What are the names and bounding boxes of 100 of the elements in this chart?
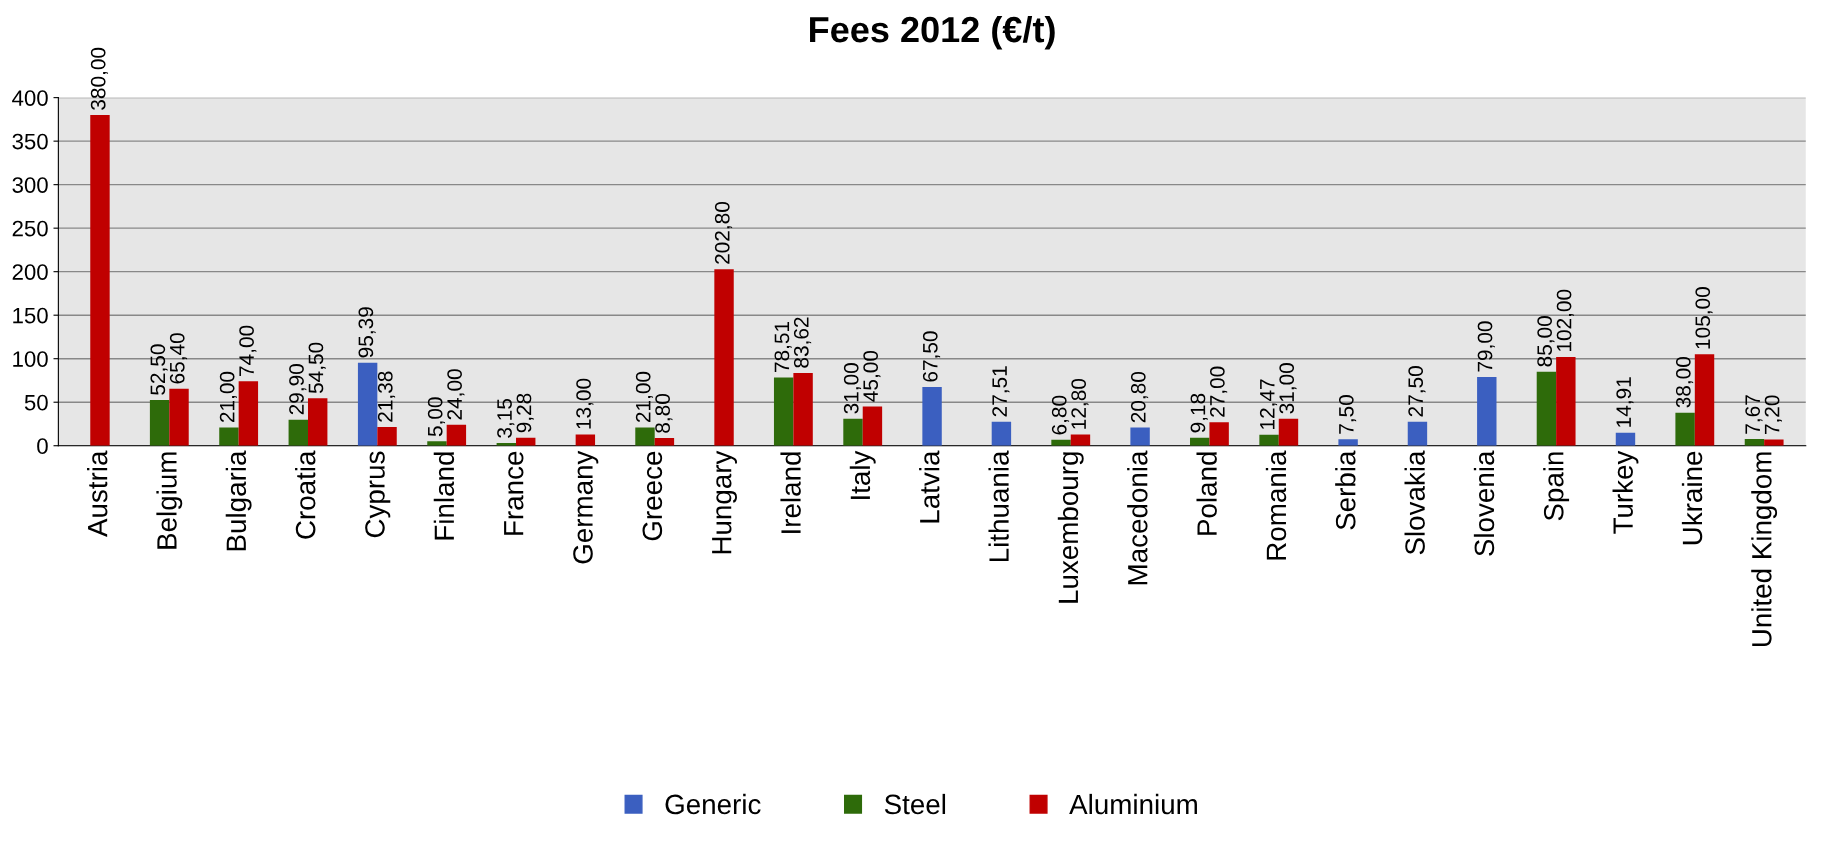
data-label: 3,15 — [497, 398, 515, 438]
bar — [862, 406, 883, 446]
x-tick-label: Belgium — [156, 452, 183, 549]
data-label: 21,38 — [377, 371, 396, 422]
data-label: 21,00 — [635, 371, 654, 423]
bar — [288, 419, 308, 446]
bar — [1615, 432, 1636, 446]
data-label: 52,50 — [150, 344, 168, 395]
y-tick-label: 50 — [24, 394, 48, 411]
x-tick-label: Austria — [87, 450, 108, 537]
bar — [1477, 376, 1497, 446]
x-tick-label: Romania — [1265, 450, 1287, 560]
chart-title: Fees 2012 (€/t) — [810, 15, 1055, 50]
data-label: 27,51 — [992, 366, 1010, 417]
data-label: 20,80 — [1130, 371, 1149, 423]
legend-label: Generic — [665, 793, 761, 815]
data-label: 65,40 — [169, 333, 188, 384]
x-tick-label: Italy — [849, 450, 876, 499]
data-label: 31,00 — [1279, 363, 1297, 414]
x-tick-label: Greece — [642, 451, 663, 541]
bar — [1764, 439, 1784, 446]
data-label: 14,91 — [1616, 377, 1634, 427]
data-label: 12,80 — [1071, 378, 1089, 429]
data-label: 27,00 — [1209, 366, 1228, 417]
x-tick-label: Lithuania — [988, 450, 1009, 562]
legend-label: Aluminium — [1069, 793, 1197, 815]
x-tick-label: United Kingdom — [1751, 452, 1778, 647]
data-label: 21,00 — [219, 371, 237, 423]
data-label: 29,90 — [289, 364, 307, 415]
y-tick-label: 300 — [12, 177, 48, 193]
x-tick-label: Bulgaria — [225, 450, 252, 551]
data-label: 83,62 — [793, 317, 812, 368]
bar — [1338, 439, 1358, 446]
bar — [1130, 427, 1150, 446]
data-label: 8,80 — [655, 393, 673, 433]
data-label: 5,00 — [427, 397, 446, 437]
x-tick-label: Latvia — [919, 450, 940, 523]
x-tick-label: Croatia — [295, 450, 316, 539]
y-tick-label: 400 — [12, 90, 48, 106]
bar — [793, 372, 813, 446]
data-label: 13,00 — [576, 378, 594, 429]
data-label: 105,00 — [1695, 287, 1713, 349]
x-tick-label: France — [504, 451, 524, 535]
data-label: 7,50 — [1338, 395, 1357, 434]
bar — [773, 377, 794, 446]
y-tick-label: 200 — [12, 264, 48, 280]
x-tick-label: Hungary — [712, 450, 737, 554]
data-label: 9,28 — [516, 393, 534, 433]
y-tick-label: 0 — [37, 438, 48, 454]
x-tick-label: Ukraine — [1681, 451, 1703, 545]
x-tick-label: Macedonia — [1127, 450, 1148, 585]
bar — [1407, 421, 1428, 446]
x-tick-label: Serbia — [1335, 450, 1356, 530]
bar — [308, 398, 328, 446]
bar — [922, 386, 942, 446]
x-tick-label: Slovakia — [1404, 450, 1425, 555]
x-tick-label: Spain — [1543, 452, 1570, 521]
y-tick-label: 350 — [12, 133, 48, 150]
data-label: 6,80 — [1051, 395, 1070, 435]
x-tick-label: Slovenia — [1473, 450, 1495, 556]
data-label: 380,00 — [90, 47, 109, 110]
x-tick-label: Luxembourg — [1057, 452, 1084, 603]
data-label: 9,18 — [1190, 393, 1208, 433]
bar — [149, 400, 170, 446]
bar — [427, 441, 447, 446]
bar — [991, 421, 1012, 446]
bar — [1536, 371, 1557, 446]
bar — [169, 388, 189, 446]
data-label: 95,39 — [358, 307, 376, 358]
data-label: 74,00 — [239, 325, 257, 376]
data-label: 7,20 — [1764, 395, 1782, 435]
bar — [219, 427, 239, 446]
data-label: 31,00 — [843, 363, 862, 414]
x-tick-label: Finland — [433, 452, 455, 540]
data-label: 79,00 — [1477, 321, 1495, 372]
bar — [377, 427, 397, 446]
y-tick-label: 250 — [12, 220, 48, 237]
x-tick-label: Poland — [1196, 452, 1217, 535]
bar — [446, 424, 467, 446]
data-label: 7,67 — [1745, 395, 1763, 434]
bar — [1694, 354, 1715, 446]
data-label: 24,00 — [447, 369, 465, 420]
bar — [843, 418, 863, 446]
x-tick-label: Turkey — [1612, 450, 1639, 534]
legend-label: Steel — [884, 793, 946, 815]
data-label: 12,47 — [1259, 379, 1278, 429]
data-label: 78,51 — [774, 321, 792, 372]
y-tick-label: 100 — [13, 351, 48, 367]
data-label: 45,00 — [863, 350, 881, 402]
data-label: 27,50 — [1408, 366, 1426, 417]
data-label: 102,00 — [1556, 289, 1574, 352]
bar — [1675, 412, 1695, 446]
bar — [1209, 422, 1229, 446]
bar — [238, 381, 259, 446]
x-tick-label: Ireland — [780, 452, 801, 533]
y-tick-label: 150 — [13, 307, 48, 324]
data-label: 67,50 — [922, 331, 941, 382]
data-label: 54,50 — [308, 342, 326, 394]
x-tick-label: Germany — [573, 450, 599, 564]
bar — [1259, 434, 1279, 446]
